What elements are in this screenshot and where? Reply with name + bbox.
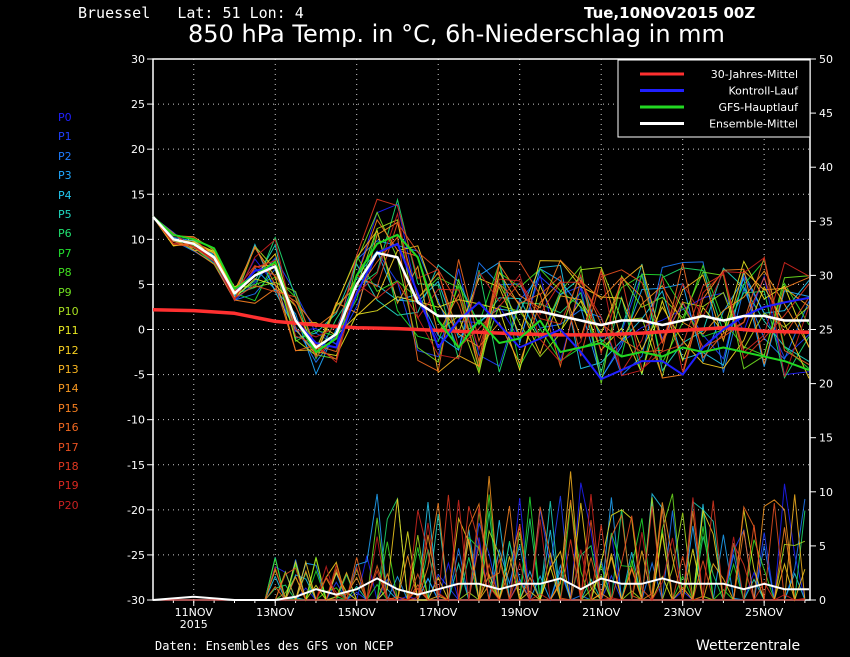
y-tick-label-left: -15 [127,459,145,472]
legend: 30-Jahres-Mittel Kontroll-Lauf GFS-Hauptla… [617,59,811,138]
y-tick-label-left: -10 [127,414,145,427]
y-tick-label-right: 5 [819,540,826,553]
legend-label: Kontroll-Lauf [729,85,800,98]
legend-label: GFS-Hauptlauf [718,101,799,114]
y-tick-label-right: 10 [819,486,833,499]
series-line [152,215,809,349]
y-tick-label-left: 0 [138,324,145,337]
series-line [152,307,810,337]
member-temp-line [152,216,810,373]
y-tick-label-left: -25 [127,549,145,562]
x-tick-label: 19NOV [501,606,540,619]
y-tick-label-right: 35 [819,215,833,228]
member-label: P1 [58,130,72,144]
member-label: P10 [58,304,79,318]
axes: 302520151050-5-10-15-20-25-3050454035302… [127,53,833,631]
member-label: P9 [58,285,72,299]
y-tick-label-right: 20 [819,378,833,391]
run-date: Tue,10NOV2015 00Z [584,4,756,22]
main-lines [152,215,810,381]
x-tick-label: 13NOV [256,606,295,619]
location-label: Bruessel Lat: 51 Lon: 4 [78,4,304,22]
x-tick-label: 17NOV [419,606,458,619]
credit-label: Wetterzentrale [696,638,801,654]
x-tick-label: 15NOV [338,606,377,619]
y-tick-label-right: 50 [819,53,833,66]
data-source: Daten: Ensembles des GFS von NCEP [155,639,394,653]
member-label: P18 [58,460,79,474]
series-line [152,216,810,372]
y-tick-label-right: 30 [819,269,833,282]
member-label: P12 [58,343,79,357]
member-temp-line [152,211,810,377]
precip-lines [152,471,809,602]
legend-label: 30-Jahres-Mittel [711,68,798,81]
y-tick-label-left: -30 [127,594,145,607]
member-label: P8 [58,266,72,280]
member-label: P15 [58,401,79,415]
x-tick-sublabel: 2015 [180,618,208,631]
y-tick-label-left: 30 [131,53,145,66]
member-label: P19 [58,479,79,493]
member-lines [152,197,810,384]
member-label: P4 [58,188,72,202]
x-tick-label: 11NOV [175,606,214,619]
y-tick-label-left: 25 [131,98,145,111]
series-line [152,216,810,381]
x-tick-label: 25NOV [745,606,784,619]
y-tick-label-left: -5 [134,369,145,382]
member-temp-line [152,211,810,384]
member-list: P0 P1 P2 P3 P4 P5 P6 P7 P8 P9 P10 P11 P12 P13 P14 P15 P1… [58,108,79,515]
y-tick-label-right: 25 [819,324,833,337]
member-label: P20 [58,498,79,512]
member-label: P11 [58,324,79,338]
precip-mean-line [152,577,809,601]
member-label: P3 [58,169,72,183]
member-label: P17 [58,440,79,454]
member-label: P6 [58,227,72,241]
y-tick-label-left: -20 [127,504,145,517]
member-label: P16 [58,421,79,435]
member-label: P5 [58,207,72,221]
member-temp-line [152,216,810,380]
y-tick-label-right: 45 [819,107,833,120]
member-label: P0 [58,111,72,124]
member-label: P14 [58,382,79,396]
member-temp-line [152,216,810,379]
member-temp-line [152,216,810,372]
y-tick-label-right: 40 [819,161,833,174]
member-temp-line [152,216,810,379]
x-tick-label: 23NOV [664,606,703,619]
y-tick-label-left: 15 [131,188,145,201]
member-temp-line [152,216,810,371]
member-label: P2 [58,149,72,163]
y-tick-label-left: 5 [138,278,145,291]
member-precip-line [153,471,806,601]
y-tick-label-right: 15 [819,432,833,445]
legend-label: Ensemble-Mittel [709,118,798,131]
y-tick-label-left: 10 [131,233,145,246]
chart-title: 850 hPa Temp. in °C, 6h-Niederschlag in … [188,20,725,48]
y-tick-label-left: 20 [131,143,145,156]
member-label: P13 [58,363,79,377]
member-temp-line [152,216,810,363]
y-tick-label-right: 0 [819,594,826,607]
x-tick-label: 21NOV [582,606,621,619]
member-label: P7 [58,246,72,260]
